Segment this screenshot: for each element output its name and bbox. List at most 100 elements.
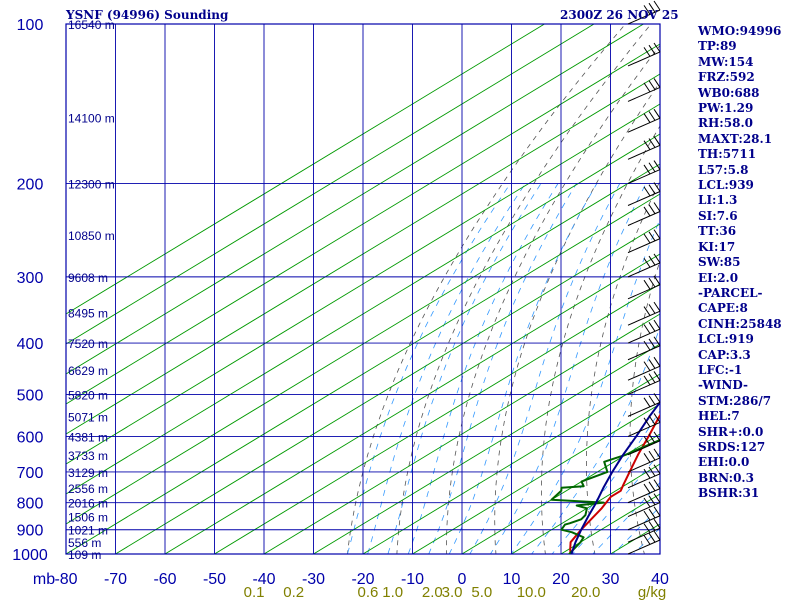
pressure-tick-label: 100 xyxy=(17,17,44,34)
wind-barb-flag xyxy=(643,5,651,15)
height-label: 12300 m xyxy=(68,178,115,192)
wind-barb-flag xyxy=(648,80,656,90)
height-label: 5071 m xyxy=(68,410,108,424)
wind-barb-flag xyxy=(653,393,661,403)
height-label: 7520 m xyxy=(68,337,108,351)
wind-barb-flag xyxy=(648,2,656,13)
index-item: TP:89 xyxy=(698,39,737,54)
wind-barb-flag xyxy=(648,204,656,214)
mixing-ratio-label: 0.2 xyxy=(283,584,304,600)
wind-barb-flag xyxy=(653,319,661,330)
moist-adiabat xyxy=(428,183,577,554)
wind-barb-flag xyxy=(643,82,651,93)
wind-barb-flag xyxy=(653,413,661,423)
wind-barb-flag xyxy=(653,229,661,239)
index-item: LI:1.3 xyxy=(698,193,738,208)
index-item: SI:7.6 xyxy=(698,208,738,223)
pressure-tick-label: 500 xyxy=(17,387,44,404)
temperature-profile xyxy=(569,413,660,554)
mixing-ratio-label: 5.0 xyxy=(471,584,492,600)
pressure-tick-label: 900 xyxy=(17,523,44,540)
mixing-ratio-unit: g/kg xyxy=(638,584,666,600)
wind-barb-flag xyxy=(643,47,651,57)
height-label: 2556 m xyxy=(68,482,108,496)
index-item: MW:154 xyxy=(698,54,754,69)
isotherm-line xyxy=(412,403,660,554)
index-item: CAPE:8 xyxy=(698,301,748,316)
wind-barb-flag xyxy=(648,338,656,349)
isotherm-line xyxy=(511,463,660,554)
height-label: 6629 m xyxy=(68,364,108,378)
temperature-tick-label: -60 xyxy=(153,571,176,588)
wind-barb-flag xyxy=(648,495,656,506)
wind-barb-flag xyxy=(653,136,661,146)
wind-barb-flag xyxy=(648,433,656,444)
mixing-ratio-label: 2.0 xyxy=(422,584,443,600)
wind-barb-flag xyxy=(648,111,656,121)
wind-barb-flag xyxy=(653,336,661,347)
stability-indices: WMO:94996 TP:89 MW:154 FRZ:592 WB0:688 PW:1.2… xyxy=(698,24,800,502)
wind-barb-flag xyxy=(653,530,661,541)
moist-adiabat xyxy=(387,183,542,554)
wind-barb-flag xyxy=(643,113,651,123)
isotherm-line xyxy=(461,433,660,554)
wind-barb xyxy=(627,211,661,226)
index-item: CINH:25848 xyxy=(698,316,782,331)
wind-barb-flag xyxy=(648,277,656,288)
wind-barb-flag xyxy=(653,108,661,119)
mixing-ratio-label: 0.6 xyxy=(358,584,379,600)
height-label: 3733 m xyxy=(68,449,108,463)
height-label: 556 m xyxy=(68,536,101,550)
index-item: EHI:0.0 xyxy=(698,455,750,470)
moist-adiabat xyxy=(407,183,559,554)
height-label: 14100 m xyxy=(68,111,115,125)
index-item: EI:2.0 xyxy=(698,270,739,285)
index-item: -PARCEL- xyxy=(698,285,763,300)
index-item: L57:5.8 xyxy=(698,162,749,177)
height-label: 2016 m xyxy=(68,497,108,511)
height-label: 1021 m xyxy=(68,524,108,538)
height-label: 109 m xyxy=(68,548,101,562)
dry-adiabat xyxy=(629,259,660,554)
isotherm-line xyxy=(362,373,660,554)
index-item: PW:1.29 xyxy=(698,101,754,116)
wind-barb-flag xyxy=(648,231,656,242)
wind-barb xyxy=(627,86,661,102)
moist-adiabat xyxy=(347,183,511,554)
wind-barb xyxy=(627,169,661,185)
moist-adiabat xyxy=(469,183,621,554)
wind-barb-flag xyxy=(648,44,656,55)
temperature-tick-label: -10 xyxy=(401,571,424,588)
wind-barb-flag xyxy=(643,497,651,508)
wind-barb-flag xyxy=(643,233,651,244)
wind-barb-flag xyxy=(648,359,656,369)
index-item: FRZ:592 xyxy=(698,70,755,85)
wind-barb-flag xyxy=(653,479,661,489)
wind-barb-flag xyxy=(653,78,661,88)
temperature-tick-label: -80 xyxy=(54,571,77,588)
index-item: SHR+:0.0 xyxy=(698,424,764,439)
pressure-tick-label: 800 xyxy=(17,496,44,513)
height-label: 8495 m xyxy=(68,306,108,320)
pressure-grid xyxy=(65,23,661,555)
dewpoint-profile xyxy=(550,438,660,554)
wind-barb-flag xyxy=(643,435,651,446)
index-item: WB0:688 xyxy=(698,85,760,100)
wind-barb-flag xyxy=(643,535,651,545)
adiabat-lines xyxy=(346,24,660,554)
wind-barb-flag xyxy=(648,481,656,492)
temperature-tick-label: -70 xyxy=(104,571,127,588)
pressure-tick-label: 400 xyxy=(17,336,44,353)
pressure-tick-label: 700 xyxy=(17,465,44,482)
plot-frame xyxy=(65,23,661,555)
wind-barbs xyxy=(627,0,661,555)
height-label: 10850 m xyxy=(68,229,115,243)
isotherm-line xyxy=(164,253,660,554)
wind-barb-flag xyxy=(648,415,656,425)
height-label: 16540 m xyxy=(68,18,115,32)
temperature-tick-label: 30 xyxy=(602,571,620,588)
height-label: 4381 m xyxy=(68,430,108,444)
wind-barb-flag xyxy=(643,468,651,479)
temperature-tick-label: 0 xyxy=(458,571,467,588)
